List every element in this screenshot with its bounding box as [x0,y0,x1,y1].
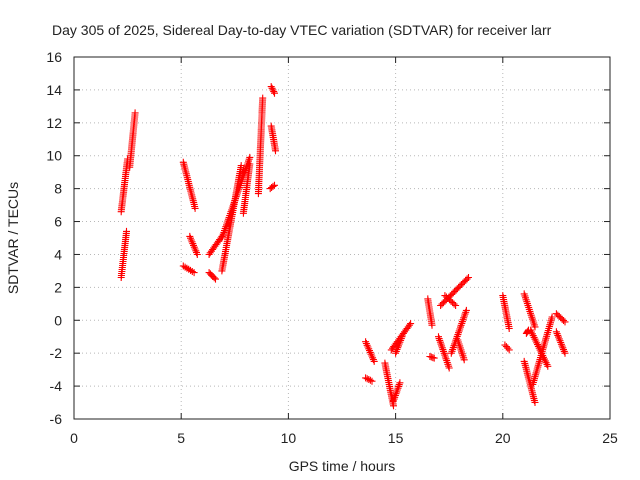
data-track [117,155,132,216]
data-track [126,109,139,171]
y-tick-label: 10 [46,148,62,164]
x-tick-label: 0 [70,430,78,446]
data-track [552,328,569,357]
data-track [392,333,406,357]
data-track [529,313,556,388]
data-track [390,379,404,405]
data-track [447,306,470,357]
axis-ticks: 0 5 10 15 20 25 -6 -4 -2 0 2 4 6 8 10 12 14 16 [46,49,618,446]
chart-title: Day 305 of 2025, Sidereal Day-to-day VTE… [52,22,552,38]
y-tick-label: -4 [50,378,63,394]
data-track [552,310,569,326]
y-axis-label: SDTVAR / TECUs [5,182,21,294]
y-tick-label: 0 [54,312,62,328]
data-track [179,158,199,212]
data-track [520,290,539,331]
y-tick-label: 16 [46,49,62,65]
y-tick-label: -6 [50,411,63,427]
data-track [179,262,198,277]
x-tick-label: 10 [281,430,297,446]
data-track [426,353,438,362]
data-track [499,292,513,332]
data-track [266,181,278,193]
x-tick-label: 5 [177,430,185,446]
data-track [441,292,460,309]
x-tick-label: 25 [602,430,618,446]
data-track [239,160,254,217]
data-track [117,227,130,281]
grid [74,57,610,419]
data-track [381,359,397,410]
y-tick-label: 4 [54,246,62,262]
data-points [117,83,569,410]
x-tick-label: 20 [495,430,511,446]
data-track [501,341,513,354]
x-tick-label: 15 [388,430,404,446]
data-track [454,336,468,364]
data-track [218,162,245,275]
data-track [424,295,436,329]
x-axis-label: GPS time / hours [289,458,396,474]
plot-frame [73,56,611,420]
data-track [435,333,453,372]
data-track [267,122,279,155]
y-tick-label: 6 [54,214,62,230]
data-track [254,94,267,198]
y-tick-label: 14 [46,82,62,98]
data-track [362,374,376,385]
data-track [186,232,201,258]
data-track [267,83,278,97]
data-track [205,269,219,283]
y-tick-label: 12 [46,115,62,131]
y-tick-label: 2 [54,279,62,295]
y-tick-label: -2 [50,345,63,361]
data-track [362,338,378,365]
y-tick-label: 8 [54,181,62,197]
data-track [218,153,254,242]
